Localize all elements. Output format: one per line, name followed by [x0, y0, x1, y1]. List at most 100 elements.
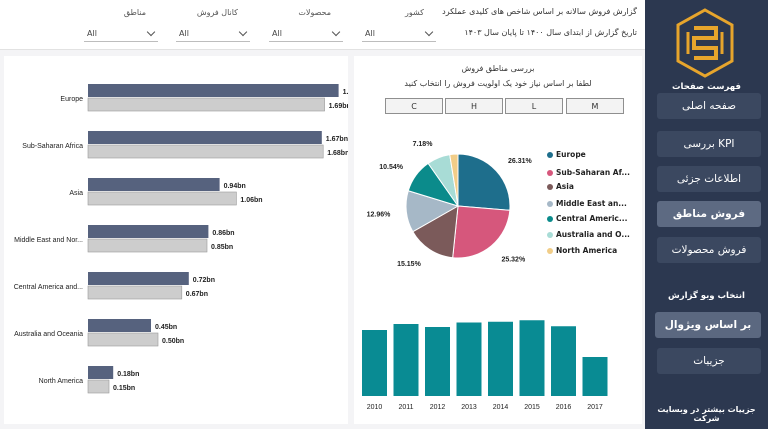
bar[interactable] — [87, 285, 183, 300]
channel-select-value: All — [179, 29, 189, 38]
legend-label: Middle East an... — [556, 199, 627, 208]
bar[interactable] — [88, 272, 189, 285]
bar-value-label: 0.67bn — [186, 291, 208, 298]
nav-home[interactable]: صفحه اصلی — [657, 93, 761, 119]
product-select[interactable]: All — [269, 26, 343, 42]
bar-value-label: 0.94bn — [224, 183, 246, 190]
country-filter[interactable]: کشور All — [362, 6, 438, 46]
year-tick-label: 2010 — [367, 404, 383, 411]
view-details-button[interactable]: جزییات — [657, 348, 761, 374]
year-tick-label: 2013 — [461, 404, 477, 411]
legend-dot — [547, 152, 553, 158]
bar[interactable] — [88, 225, 209, 238]
nav-regional-sales[interactable]: فروش مناطق — [657, 201, 761, 227]
bar[interactable] — [87, 97, 325, 112]
country-select[interactable]: All — [362, 26, 436, 42]
legend-label: North America — [556, 246, 618, 255]
legend-item[interactable]: Europe — [547, 150, 586, 159]
legend-dot — [547, 170, 553, 176]
country-select-value: All — [365, 29, 375, 38]
column[interactable] — [519, 320, 545, 396]
legend-item[interactable]: Sub-Saharan Af... — [547, 168, 630, 177]
region-review-panel: بررسی مناطق فروش لطفا بر اساس نیاز خود ی… — [354, 56, 642, 424]
bar-value-label: 1.69bn — [329, 103, 348, 110]
bar-value-label: 0.50bn — [162, 338, 184, 345]
chevron-down-icon — [424, 27, 434, 37]
column[interactable] — [425, 327, 450, 396]
bar-value-label: 1.79bn — [343, 89, 348, 96]
bar-value-label: 0.45bn — [155, 324, 177, 331]
product-select-value: All — [272, 29, 282, 38]
pie-slice[interactable] — [449, 153, 459, 207]
bar[interactable] — [87, 379, 110, 394]
bar[interactable] — [87, 144, 324, 159]
legend-item[interactable]: Australia and O... — [547, 230, 630, 239]
pie-slice[interactable] — [412, 205, 459, 259]
legend-label: Asia — [556, 182, 574, 191]
bar-value-label: 1.06bn — [240, 197, 262, 204]
company-website-link[interactable]: جزییات بیشتر در وبسایت شرکت — [657, 405, 756, 423]
region-select[interactable]: All — [84, 26, 158, 42]
bar[interactable] — [87, 238, 208, 253]
column[interactable] — [551, 326, 576, 396]
bar[interactable] — [87, 332, 159, 347]
filter-bar: گزارش فروش سالانه بر اساس شاخص های کلیدی… — [0, 0, 645, 50]
view-visual-button[interactable]: بر اساس ویژوال — [655, 312, 761, 338]
legend-dot — [547, 216, 553, 222]
bar[interactable] — [88, 131, 322, 144]
bar[interactable] — [88, 178, 220, 191]
bar[interactable] — [88, 366, 114, 379]
pie-percent-label: 10.54% — [379, 164, 404, 171]
bar[interactable] — [87, 191, 237, 206]
pages-menu-title: فهرست صفحات — [672, 82, 741, 92]
priority-button-m[interactable]: M — [566, 98, 624, 114]
nav-kpi-review[interactable]: بررسی KPI — [657, 131, 761, 157]
legend-label: Australia and O... — [556, 230, 630, 239]
chevron-down-icon — [238, 27, 248, 37]
legend-item[interactable]: Middle East an... — [547, 199, 627, 208]
column[interactable] — [362, 330, 387, 396]
region-select-value: All — [87, 29, 97, 38]
legend-item[interactable]: North America — [547, 246, 617, 255]
category-label: Asia — [69, 190, 83, 197]
bar-value-label: 0.85bn — [211, 244, 233, 251]
pie-percent-label: 26.31% — [508, 158, 533, 165]
column[interactable] — [488, 321, 513, 396]
priority-button-l[interactable]: L — [505, 98, 563, 114]
legend-item[interactable]: Central Americ... — [547, 214, 627, 223]
legend-dot — [547, 232, 553, 238]
bar-value-label: 0.15bn — [113, 385, 135, 392]
priority-button-h[interactable]: H — [445, 98, 503, 114]
report-date-range: تاریخ گزارش از ابتدای سال ۱۴۰۰ تا پایان … — [464, 28, 637, 37]
bar[interactable] — [88, 84, 339, 97]
view-select-title: انتخاب وبو گزارش — [668, 291, 745, 301]
column[interactable] — [582, 357, 608, 396]
pie-slice[interactable] — [452, 205, 511, 259]
region-review-subtitle: لطفا بر اساس نیاز خود یک اولویت فروش را … — [404, 79, 592, 88]
pie-percent-label: 12.96% — [367, 211, 392, 218]
nav-product-sales[interactable]: فروش محصولات — [657, 237, 761, 263]
bar-value-label: 0.86bn — [212, 230, 234, 237]
bar-value-label: 0.72bn — [193, 277, 215, 284]
category-label: Europe — [60, 96, 83, 103]
legend-dot — [547, 201, 553, 207]
channel-select[interactable]: All — [176, 26, 250, 42]
category-label: Sub-Saharan Africa — [22, 143, 83, 150]
priority-button-c[interactable]: C — [385, 98, 443, 114]
legend-label: Europe — [556, 150, 586, 159]
column[interactable] — [393, 324, 419, 396]
category-label: Central America and... — [14, 284, 83, 291]
pie-percent-label: 25.32% — [501, 256, 526, 263]
chevron-down-icon — [146, 27, 156, 37]
pie-slice[interactable] — [457, 153, 511, 211]
nav-details[interactable]: اطلاعات جزئی — [657, 166, 761, 192]
column[interactable] — [456, 322, 482, 397]
region-filter[interactable]: مناطق All — [84, 6, 160, 46]
product-filter[interactable]: محصولات All — [269, 6, 345, 46]
legend-item[interactable]: Asia — [547, 182, 574, 191]
pie-percent-label: 15.15% — [397, 261, 422, 268]
bar[interactable] — [88, 319, 151, 332]
pie-percent-label: 7.18% — [413, 141, 434, 148]
region-review-title: بررسی مناطق فروش — [461, 64, 535, 73]
channel-filter[interactable]: کانال فروش All — [176, 6, 252, 46]
